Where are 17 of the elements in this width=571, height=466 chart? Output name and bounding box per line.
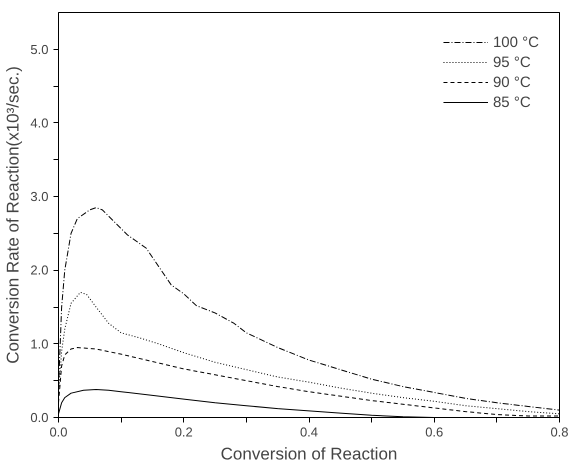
legend-label: 100 °C (492, 34, 539, 50)
x-tick-label: 0.4 (300, 424, 318, 440)
y-axis-title: Conversion Rate of Reaction(x10³/sec.) (3, 66, 22, 364)
x-tick-label: 0.8 (550, 424, 569, 440)
x-tick-label: 0.2 (174, 424, 193, 440)
y-tick-label: 2.0 (30, 262, 49, 278)
x-tick-label: 0.0 (49, 424, 68, 440)
legend-label: 90 °C (492, 74, 531, 90)
legend-label: 95 °C (492, 54, 531, 70)
x-axis-title: Conversion of Reaction (220, 444, 398, 464)
y-tick-label: 1.0 (30, 336, 49, 352)
y-tick-label: 0.0 (30, 410, 49, 425)
x-tick-label: 0.6 (425, 424, 444, 440)
y-tick-label: 3.0 (30, 189, 49, 204)
legend-label: 85 °C (492, 94, 531, 110)
y-tick-label: 4.0 (30, 115, 49, 130)
y-tick-label: 5.0 (30, 42, 49, 57)
